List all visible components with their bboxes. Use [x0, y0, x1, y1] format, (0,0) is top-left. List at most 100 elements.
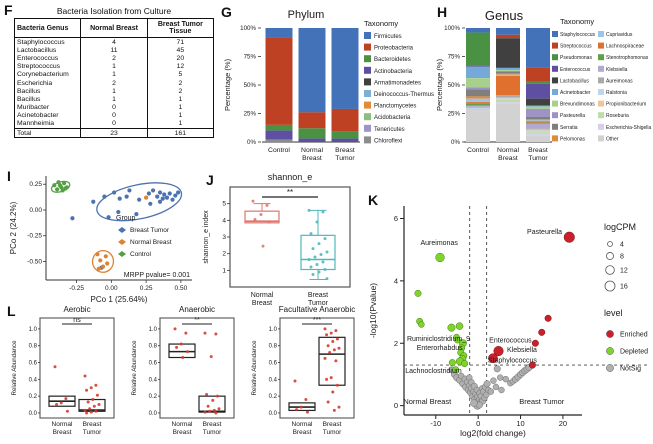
data-point	[325, 333, 329, 337]
table-cell: 1	[146, 103, 214, 112]
bar-segment	[298, 28, 326, 113]
table-cell: 2	[146, 78, 214, 88]
legend-swatch	[552, 54, 558, 61]
data-point	[91, 398, 95, 402]
level-legend-label: Enriched	[620, 332, 648, 339]
bar-segment	[466, 102, 490, 104]
data-point	[329, 376, 333, 380]
data-point	[179, 342, 183, 346]
panel-label-l: L	[7, 303, 16, 319]
y-tick-label: 25%	[448, 111, 461, 118]
data-point	[217, 407, 221, 411]
data-point	[307, 208, 311, 212]
y-axis-label: Relative Abundance	[131, 340, 138, 396]
point-label: Staphylococcus	[488, 358, 538, 365]
table-cell: 0	[80, 111, 148, 120]
data-point	[88, 407, 92, 411]
y-tick-label: 5	[222, 201, 226, 208]
y-tick-label: 1.0	[29, 327, 38, 333]
bar-segment	[496, 74, 520, 76]
bar-segment	[496, 34, 520, 39]
bar-segment	[496, 38, 520, 68]
legend-label: Streptococcus	[560, 44, 592, 50]
legend-swatch	[364, 43, 371, 51]
legend-label: Pelomonas	[560, 136, 586, 142]
bar-segment	[265, 139, 293, 142]
y-tick-label: 0.25	[29, 181, 42, 188]
data-point	[155, 194, 160, 199]
y-tick-label: 0.4	[29, 377, 38, 383]
data-point	[134, 211, 139, 217]
y-axis-label: Percentage (%)	[223, 58, 232, 111]
y-tick-label: -0.50	[27, 258, 42, 265]
legend-label: Escherichia-Shigella	[606, 125, 652, 131]
data-point	[337, 405, 341, 409]
data-point	[61, 181, 67, 186]
bar-segment	[496, 70, 520, 72]
bacteria-isolation-table: Bacteria Genus Normal Breast Breast Tumor …	[14, 18, 214, 139]
table-row: Muribacter 0 1	[15, 103, 214, 112]
bar-segment	[526, 122, 550, 124]
x-category-label: Tumor	[323, 429, 342, 436]
y-tick-label: 0.2	[269, 394, 278, 400]
legend-label: Brevundimonas	[560, 102, 595, 108]
table-cell: 1	[146, 111, 214, 120]
legend-label: Firmicutes	[374, 34, 402, 40]
y-axis-label: PCo 2 (24.2%)	[9, 201, 18, 254]
legend-label: Roseburia	[606, 113, 629, 119]
point-label: Enterococcus	[489, 338, 532, 345]
y-tick-label: 1.0	[269, 327, 278, 333]
table-row: Acinetobacter 0 1	[15, 111, 214, 120]
x-tick-label: 0	[476, 419, 480, 428]
data-point	[325, 377, 329, 381]
legend-label: Pasteurella	[560, 113, 585, 119]
table-cell: Total	[14, 128, 81, 138]
legend-swatch	[598, 100, 604, 107]
panel-label-h: H	[437, 4, 448, 20]
data-point	[64, 397, 68, 401]
bar-segment	[298, 138, 326, 142]
significance-label: ***	[313, 317, 321, 324]
bar-segment	[526, 106, 550, 109]
table-cell: 1	[80, 70, 148, 79]
y-tick-label: 0%	[451, 139, 460, 146]
legend-label: Planctomycetes	[374, 104, 416, 110]
level-legend-dot	[606, 347, 614, 355]
bar-segment	[466, 105, 490, 107]
group-ellipse	[91, 250, 115, 273]
data-point	[309, 232, 313, 236]
data-point	[311, 273, 315, 276]
data-point	[94, 383, 98, 387]
data-point	[328, 350, 332, 354]
y-tick-label: 6	[394, 214, 398, 223]
point-label: Pasteurella	[527, 229, 562, 236]
size-legend-circle	[607, 241, 613, 247]
point-label: Ruminiclostridium_9	[407, 336, 470, 343]
legend-swatch	[598, 112, 604, 119]
legend-label: Acinetobacter	[560, 90, 591, 96]
data-point	[203, 410, 207, 414]
x-axis-label: PCo 1 (25.64%)	[91, 295, 148, 304]
data-point	[175, 190, 181, 195]
data-point	[304, 398, 308, 402]
data-point	[55, 403, 59, 407]
y-tick-label: 0.0	[149, 411, 158, 417]
data-point	[214, 411, 218, 415]
group-annotation: Breast Tumor	[519, 397, 565, 406]
enriched-point	[563, 231, 575, 243]
data-point	[146, 191, 151, 196]
y-tick-label: 100%	[240, 25, 256, 32]
notsig-point	[493, 365, 501, 373]
x-category-label: Tumor	[83, 429, 102, 436]
legend-swatch	[364, 90, 371, 97]
bar-segment	[496, 102, 520, 104]
legend-swatch	[364, 66, 371, 74]
y-tick-label: 0%	[247, 139, 256, 146]
data-point	[83, 374, 87, 378]
bar-segment	[496, 97, 520, 99]
data-point	[144, 195, 149, 200]
y-tick-label: 0.6	[149, 361, 158, 367]
x-axis-label: log2(fold change)	[460, 428, 526, 438]
bar-segment	[298, 112, 326, 129]
